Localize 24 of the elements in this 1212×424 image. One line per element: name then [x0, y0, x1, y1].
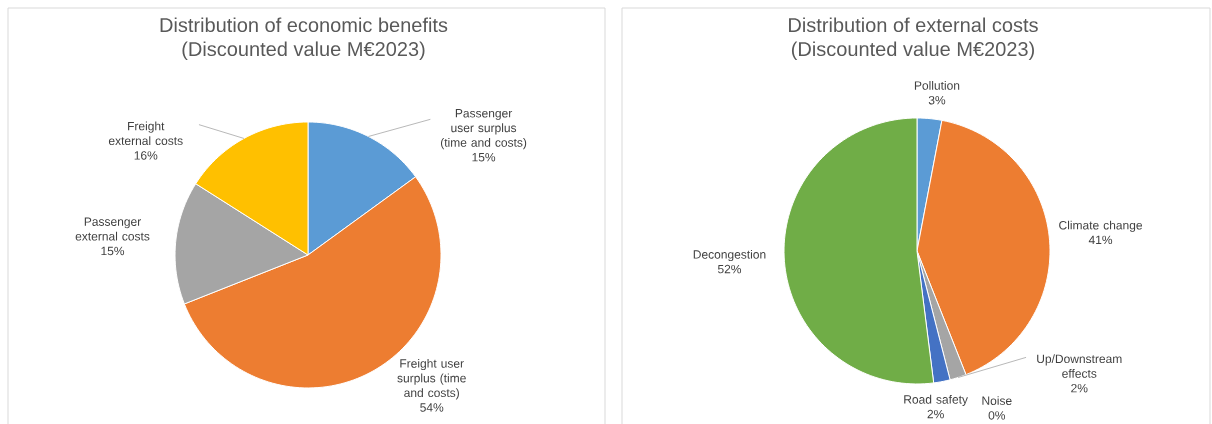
category-label: Noise	[982, 396, 1012, 405]
chart-subtitle: (Discounted value M€2023)	[182, 41, 425, 61]
slice-label: Decongestion	[693, 249, 766, 262]
chart-subtitle: (Discounted value M€2023)	[791, 41, 1034, 61]
slice-label: Passenger external costs	[75, 217, 150, 241]
data-label: 54%	[420, 403, 444, 412]
slice-label: Climate change	[1059, 220, 1143, 232]
data-label: 16%	[134, 151, 158, 160]
text: 0%	[988, 411, 1006, 420]
data-label: 15%	[472, 153, 496, 162]
slice-label: Freight external costs	[108, 121, 183, 146]
chart-title: Distribution of external costs	[789, 17, 1038, 33]
data-label: 2%	[927, 409, 944, 419]
slice-label: Pollution	[914, 80, 960, 90]
slice-label: Road safety	[904, 394, 968, 407]
slice-label: Up/Downstream effects	[1037, 354, 1122, 378]
data-label: 2%	[1071, 383, 1088, 393]
chart-title: Distribution of economic benefits	[160, 17, 448, 33]
data-label: 15%	[101, 246, 125, 256]
slice-label: Freight user surplus (time and costs)	[397, 358, 466, 400]
data-label: 52%	[717, 264, 742, 274]
data-label: 3%	[928, 95, 946, 105]
slice-label: Passenger user surplus (time and costs)	[440, 109, 527, 150]
data-label: 41%	[1088, 235, 1113, 245]
